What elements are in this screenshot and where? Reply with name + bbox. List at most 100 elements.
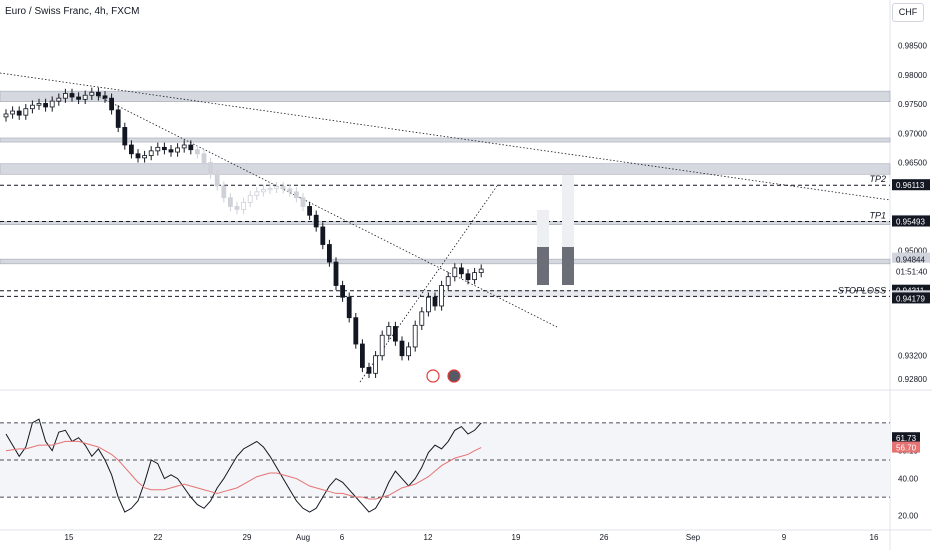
candle <box>419 311 425 326</box>
candle <box>280 186 286 190</box>
candle <box>399 340 405 357</box>
candle <box>267 187 273 191</box>
candle <box>379 334 385 357</box>
candle <box>373 355 379 374</box>
projection-bar-dark <box>562 247 574 285</box>
candle <box>201 153 207 163</box>
candle <box>346 296 352 319</box>
price-tick-label: 0.96500 <box>898 159 927 168</box>
time-tick-label: Sep <box>686 533 701 542</box>
candle <box>353 317 359 345</box>
rsi-value-box <box>892 432 920 444</box>
price-label-box <box>892 265 930 277</box>
candle <box>96 91 101 97</box>
candle <box>293 191 299 199</box>
candle <box>161 146 167 151</box>
candle <box>465 273 471 281</box>
candle <box>29 104 35 110</box>
candle <box>142 155 148 159</box>
time-tick-label: 19 <box>512 533 521 542</box>
candle <box>23 108 29 116</box>
price-label-box <box>892 215 930 227</box>
long-trendline <box>0 72 891 201</box>
candle <box>188 144 194 151</box>
candle <box>412 324 418 348</box>
price-tick-label: 0.98500 <box>898 41 927 50</box>
time-tick-label: 22 <box>154 533 163 542</box>
candle <box>148 150 154 156</box>
candle <box>260 189 266 193</box>
candle <box>36 103 42 106</box>
chart-title: Euro / Swiss Franc, 4h, FXCM <box>5 6 140 17</box>
candle <box>386 326 392 336</box>
price-tick-label: 0.98000 <box>898 71 927 80</box>
rsi-tick-label: 40.00 <box>898 475 919 484</box>
price-label: 0.96113 <box>896 181 925 190</box>
time-tick-label: 6 <box>340 533 345 542</box>
candle <box>359 343 365 368</box>
candle <box>439 285 445 307</box>
candle <box>89 91 95 96</box>
candle <box>109 97 114 111</box>
candle <box>320 226 326 245</box>
candle <box>472 272 478 281</box>
candle <box>69 93 75 98</box>
projection-bar-dark <box>537 247 549 285</box>
resistance-zone <box>0 137 891 143</box>
level-label: TP1 <box>869 211 886 221</box>
time-tick-label: 29 <box>243 533 252 542</box>
price-label: 0.94844 <box>896 255 925 264</box>
price-label: 0.95493 <box>896 218 925 227</box>
candle <box>214 173 220 187</box>
candle <box>458 267 464 275</box>
resistance-zone <box>0 163 891 175</box>
candle <box>168 149 174 153</box>
candle <box>122 127 128 146</box>
candle <box>194 149 200 155</box>
price-label: 01:51:40 <box>896 267 928 276</box>
candle <box>247 194 253 203</box>
stop-zone <box>400 290 770 298</box>
candle <box>445 276 451 286</box>
time-tick-label: 16 <box>870 533 879 542</box>
rsi-value-label: 61.73 <box>896 434 917 443</box>
candle <box>478 268 484 274</box>
candle <box>313 214 319 228</box>
candle <box>366 367 372 374</box>
descending-trendline <box>89 91 558 328</box>
candle <box>287 188 293 193</box>
candle <box>326 244 332 263</box>
rsi-line <box>5 418 482 513</box>
rsi-ma-line <box>5 440 482 500</box>
candle <box>241 201 247 210</box>
time-tick-label: 9 <box>782 533 787 542</box>
candle <box>115 109 121 128</box>
resistance-zone <box>0 258 891 265</box>
candle <box>16 110 22 116</box>
candle <box>135 153 141 159</box>
candle <box>175 147 181 153</box>
candle <box>102 95 108 99</box>
rsi-tick-label: 20.00 <box>898 512 919 521</box>
rsi-value-box <box>892 441 920 453</box>
candle <box>333 261 339 286</box>
currency-button[interactable]: CHF <box>892 3 924 22</box>
price-label-box <box>892 179 930 191</box>
time-tick-label: 15 <box>65 533 74 542</box>
price-tick-label: 0.97500 <box>898 100 927 109</box>
price-tick-label: 0.93200 <box>898 352 927 361</box>
candle <box>63 93 68 99</box>
candle <box>43 103 48 108</box>
resistance-zone <box>0 221 891 225</box>
time-tick-label: 12 <box>424 533 433 542</box>
flash-icon[interactable] <box>426 369 440 383</box>
resistance-zone <box>0 90 891 102</box>
candle <box>49 100 55 108</box>
rsi-value-label: 56.70 <box>896 444 917 453</box>
candle <box>307 206 313 216</box>
price-tick-label: 0.92800 <box>898 375 927 384</box>
record-icon[interactable] <box>447 369 461 383</box>
candle <box>452 267 458 278</box>
